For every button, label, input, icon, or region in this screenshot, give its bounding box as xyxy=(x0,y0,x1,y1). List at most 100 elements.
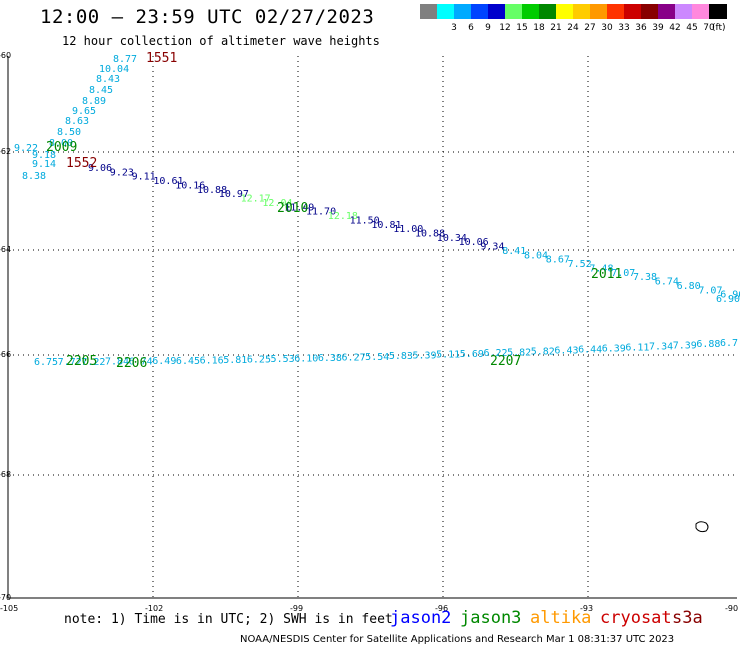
page-subtitle: 12 hour collection of altimeter wave hei… xyxy=(62,34,380,48)
legend-label: 18 xyxy=(533,23,545,33)
wave-height-value: 9.23 xyxy=(110,167,134,178)
wave-height-value: 6.38 xyxy=(318,353,342,364)
longitude-label: -102 xyxy=(145,604,164,613)
wave-height-value: 8.77 xyxy=(113,54,137,65)
wave-height-value: 6.74 xyxy=(655,277,679,288)
latitude-label: -70 xyxy=(0,593,12,602)
wave-height-value: 11.49 xyxy=(284,202,314,213)
legend-label: 15 xyxy=(516,23,528,33)
wave-height-value: 9.11 xyxy=(132,172,156,183)
wave-height-value: 6.27 xyxy=(342,353,366,364)
wave-height-value: 10.81 xyxy=(371,220,401,231)
wave-height-value: 9.34 xyxy=(480,242,504,253)
wave-height-value: 8.67 xyxy=(546,255,570,266)
wave-height-value: 10.61 xyxy=(153,176,183,187)
legend-swatch xyxy=(675,4,693,19)
wave-height-value: 6.90 xyxy=(716,294,740,305)
wave-height-value: 8.38 xyxy=(22,171,46,182)
wave-height-value: 5.39 xyxy=(412,350,436,361)
legend-label: 6 xyxy=(468,23,474,33)
wave-height-value: 10.06 xyxy=(459,237,489,248)
legend-label: 12 xyxy=(499,23,511,33)
wave-height-value: 5.69 xyxy=(460,349,484,360)
pass-time-label: 1551 xyxy=(146,51,177,66)
wave-height-value: 6.74 xyxy=(129,356,153,367)
wave-height-value: 5.81 xyxy=(223,355,247,366)
legend-swatch xyxy=(573,4,591,19)
wave-height-value: 7.52 xyxy=(568,259,592,270)
legend-label: 42 xyxy=(669,23,681,33)
legend-label: 3 xyxy=(451,23,457,33)
wave-height-value: 10.97 xyxy=(219,189,249,200)
wave-height-value: 10.88 xyxy=(415,229,445,240)
satellite-name-altika: altika xyxy=(530,608,592,628)
legend-swatch xyxy=(624,4,642,19)
wave-height-value: 6.45 xyxy=(176,356,200,367)
wave-height-value: 6.80 xyxy=(677,281,701,292)
legend-label: 21 xyxy=(550,23,562,33)
wave-height-value: 6.39 xyxy=(602,343,626,354)
pass-time-label: 2010 xyxy=(277,201,308,216)
legend-unit: (ft) xyxy=(712,23,726,33)
wave-height-value: 9.14 xyxy=(32,159,56,170)
wave-height-value: 6.43 xyxy=(554,345,578,356)
wave-height-value: 6.75 xyxy=(34,357,58,368)
longitude-label: -99 xyxy=(290,604,304,613)
wave-height-value: 11.00 xyxy=(393,224,423,235)
longitude-label: -105 xyxy=(0,604,19,613)
satellite-name-jason2: jason2 xyxy=(390,608,452,628)
wave-height-value: 6.10 xyxy=(294,354,318,365)
wave-height-value: 7.84 xyxy=(105,357,129,368)
wave-height-value: 9.22 xyxy=(14,143,38,154)
wave-height-value: 8.63 xyxy=(65,116,89,127)
legend-swatch xyxy=(488,4,506,19)
wave-height-value: 7.39 xyxy=(673,340,697,351)
wave-height-value: 5.82 xyxy=(531,346,555,357)
wave-height-value: 6.16 xyxy=(200,356,224,367)
legend-swatch xyxy=(522,4,540,19)
pass-time-label: 2205 xyxy=(66,354,97,369)
legend-swatch xyxy=(505,4,523,19)
wave-height-value: 6.88 xyxy=(696,339,720,350)
latitude-label: -66 xyxy=(0,350,12,359)
wave-height-value: 12.18 xyxy=(328,211,358,222)
wave-height-value: 7.38 xyxy=(633,272,657,283)
legend-swatch xyxy=(641,4,659,19)
wave-height-value: 6.96 xyxy=(720,290,740,301)
wave-height-value: 7.07 xyxy=(698,285,722,296)
wave-height-value: 5.11 xyxy=(436,350,460,361)
wave-height-value: 8.00 xyxy=(49,138,73,149)
latitude-label: -60 xyxy=(0,51,12,60)
wave-height-value: 8.50 xyxy=(57,127,81,138)
legend-label: 30 xyxy=(601,23,613,33)
legend-swatch xyxy=(692,4,710,19)
wave-height-value: 11.50 xyxy=(350,215,380,226)
wave-height-value: 7.22 xyxy=(81,357,105,368)
wave-height-value: 12.04 xyxy=(262,198,292,209)
wave-height-value: 8.43 xyxy=(96,74,120,85)
wave-height-value: 9.65 xyxy=(72,106,96,117)
wave-height-value: 10.04 xyxy=(99,64,129,75)
latitude-label: -64 xyxy=(0,245,12,254)
wave-height-value: 6.22 xyxy=(483,348,507,359)
wave-height-value: 5.82 xyxy=(507,347,531,358)
wave-height-value: 7.48 xyxy=(589,263,613,274)
wave-height-value: 12.17 xyxy=(241,194,271,205)
pass-time-label: 2011 xyxy=(591,267,622,282)
graticule-grid xyxy=(8,56,737,598)
wave-height-value: 6.7 xyxy=(720,338,738,349)
footer-note: note: 1) Time is in UTC; 2) SWH is in fe… xyxy=(64,612,393,627)
wave-height-value: 10.88 xyxy=(197,185,227,196)
wave-height-value: 6.44 xyxy=(578,344,602,355)
wave-height-value: 5.83 xyxy=(389,351,413,362)
page-title: 12:00 – 23:59 UTC 02/27/2023 xyxy=(40,6,375,28)
wave-height-value: 7.07 xyxy=(611,268,635,279)
wave-height-value: 6.25 xyxy=(247,355,271,366)
legend-label: 33 xyxy=(618,23,630,33)
legend-label: 70 xyxy=(703,23,715,33)
legend-swatch xyxy=(709,4,727,19)
satellite-name-jason3: jason3 xyxy=(460,608,522,628)
